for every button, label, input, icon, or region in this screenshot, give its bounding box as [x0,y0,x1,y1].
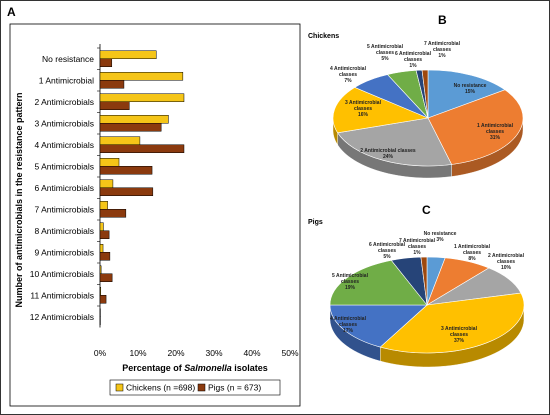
pie-slice-label: 4 Antimicrobial classes 7% [330,66,367,84]
pie-slice-label: 1 Antimicrobial classes 8% [454,244,491,262]
x-tick-label: 40% [243,348,260,358]
category-label: 2 Antimicrobials [34,97,94,107]
pie-slice [379,292,525,354]
pie-slices [332,69,524,167]
bar-pigs [99,58,113,67]
pie-slice [420,256,428,306]
pie-slice-label: 5 Antimicrobial classes 19% [332,273,369,291]
bar-pigs [99,144,185,153]
legend-label-pigs: Pigs (n = 673) [208,383,261,393]
category-label: 11 Antimicrobials [30,290,94,300]
legend-box [109,379,281,396]
pie-title: Pigs [308,219,323,226]
category-label: 12 Antimicrobials [30,312,94,322]
category-label: 8 Antimicrobials [34,226,94,236]
legend-swatch-chickens [115,383,124,392]
bar-pigs [99,209,127,218]
pie-slice-label: 6 Antimicrobial classes 1% [395,51,432,69]
category-label: 10 Antimicrobials [30,269,94,279]
bar-pigs [99,123,162,132]
pie-slice-label: 6 Antimicrobial classes 5% [369,242,406,260]
bar-chickens [99,158,120,167]
bar-chickens [99,93,185,102]
pie-slice [332,87,430,134]
pie-slice-label: 2 Antimicrobial classes 24% [360,148,416,160]
pie-slice [329,304,428,348]
panel-c-letter: C [422,203,431,217]
bar-chickens [99,222,104,231]
pie-slice-label: 7 Antimicrobial classes 1% [424,41,461,59]
bar-chickens [99,179,114,188]
pie-slice [427,69,506,119]
pie-chart-chickens: Chickens No resistance 15% 1 Antimicrobial c… [308,33,524,179]
category-label: 9 Antimicrobials [34,247,94,257]
bar-chart-frame [9,23,301,407]
bar-chickens [99,244,104,253]
pie-slice-label: 1 Antimicrobial classes 31% [477,123,514,141]
x-tick-label: 0% [94,348,107,358]
bar-chickens [99,287,102,296]
pie-slice-label: 7 Antimicrobial classes 1% [399,238,436,256]
bar-pigs [99,295,107,304]
bar-chickens [99,265,102,274]
pie-slice-label: 2 Antimicrobial classes 10% [488,253,525,271]
category-label: No resistance [42,54,94,64]
category-label: 5 Antimicrobials [34,161,94,171]
category-label: 3 Antimicrobials [34,118,94,128]
bar-pigs [99,166,153,175]
x-tick-label: 10% [129,348,146,358]
pie-slice-label: No resistance 15% [454,83,487,95]
pie-slice [329,260,428,306]
bar-chickens [99,136,141,145]
bar-pigs [99,187,154,196]
x-tick-label: 50% [281,348,298,358]
panel-b-letter: B [438,13,447,27]
bar-pigs [99,80,125,89]
category-label: 4 Antimicrobials [34,140,94,150]
pie-title: Chickens [308,33,339,40]
bar-chickens [99,201,108,210]
bar-pigs [99,252,111,261]
bar-chickens [99,72,184,81]
bar-chickens [99,115,169,124]
legend: Chickens (n =698) Pigs (n = 673) [109,379,281,396]
pie-labels: No resistance 3%1 Antimicrobial classes 8% 2… [330,231,525,344]
x-axis-title: Percentage of Salmonella isolates [122,363,268,373]
pie-slice-label: 5 Antimicrobial classes 5% [367,44,404,62]
pie-slice-label: 4 Antimicrobial classes 17% [330,316,367,334]
bar-pigs [99,230,110,239]
bar-chickens [99,50,157,59]
panel-a-letter: A [7,5,16,19]
legend-label-chickens: Chickens (n =698) [126,383,195,393]
x-tick-label: 20% [167,348,184,358]
legend-swatch-pigs [197,383,206,392]
pie-chart-pigs: Pigs No resistance 3%1 Antimicrobial classe… [308,219,525,368]
pie-labels: No resistance 15% 1 Antimicrobial classes 31… [330,41,514,160]
pie-slice [421,69,429,119]
category-label: 6 Antimicrobials [34,183,94,193]
pie-slices [329,256,525,354]
category-label: 1 Antimicrobial [39,75,94,85]
bar-chart: No resistance 1 Antimicrobial 2 Antimicrob… [14,44,299,396]
pie-slice-label: 3 Antimicrobial classes 37% [441,326,478,344]
pie-slice [427,89,524,165]
bar-pigs [99,273,113,282]
pie-slice-label: No resistance 3% [424,231,457,243]
category-label: 7 Antimicrobials [34,204,94,214]
pie-slice-label: 3 Antimicrobial classes 16% [345,100,382,118]
x-tick-label: 30% [205,348,222,358]
pie-slice [337,117,453,167]
y-axis-title: Number of antimicrobials in the resistan… [14,92,24,307]
bar-pigs [99,101,130,110]
